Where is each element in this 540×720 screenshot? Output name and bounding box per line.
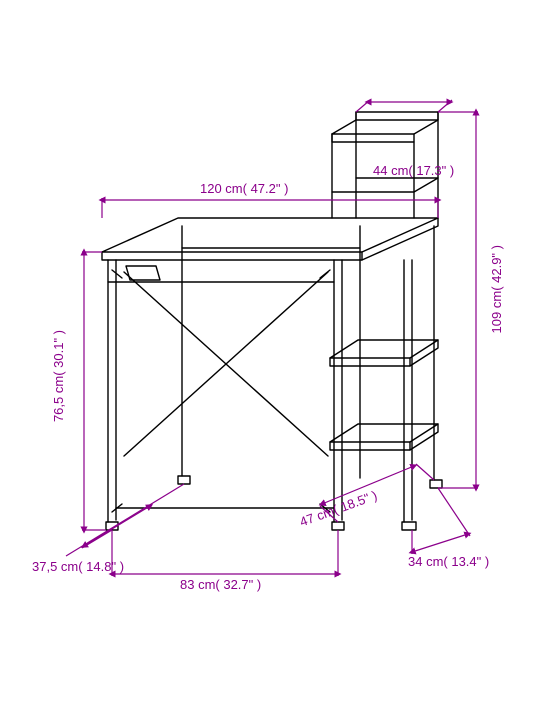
dimension-diagram: [0, 0, 540, 720]
dim-side-34: 34 cm( 13.4" ): [408, 555, 489, 569]
dim-shelf-depth: 44 cm( 17.3" ): [373, 164, 454, 178]
dim-total-height: 109 cm( 42.9" ): [490, 245, 504, 333]
dim-front-375: 37,5 cm( 14.8" ): [32, 560, 124, 574]
dim-bottom-83: 83 cm( 32.7" ): [180, 578, 261, 592]
dim-desk-height: 76,5 cm( 30.1" ): [52, 330, 66, 422]
dim-top-width: 120 cm( 47.2" ): [200, 182, 288, 196]
